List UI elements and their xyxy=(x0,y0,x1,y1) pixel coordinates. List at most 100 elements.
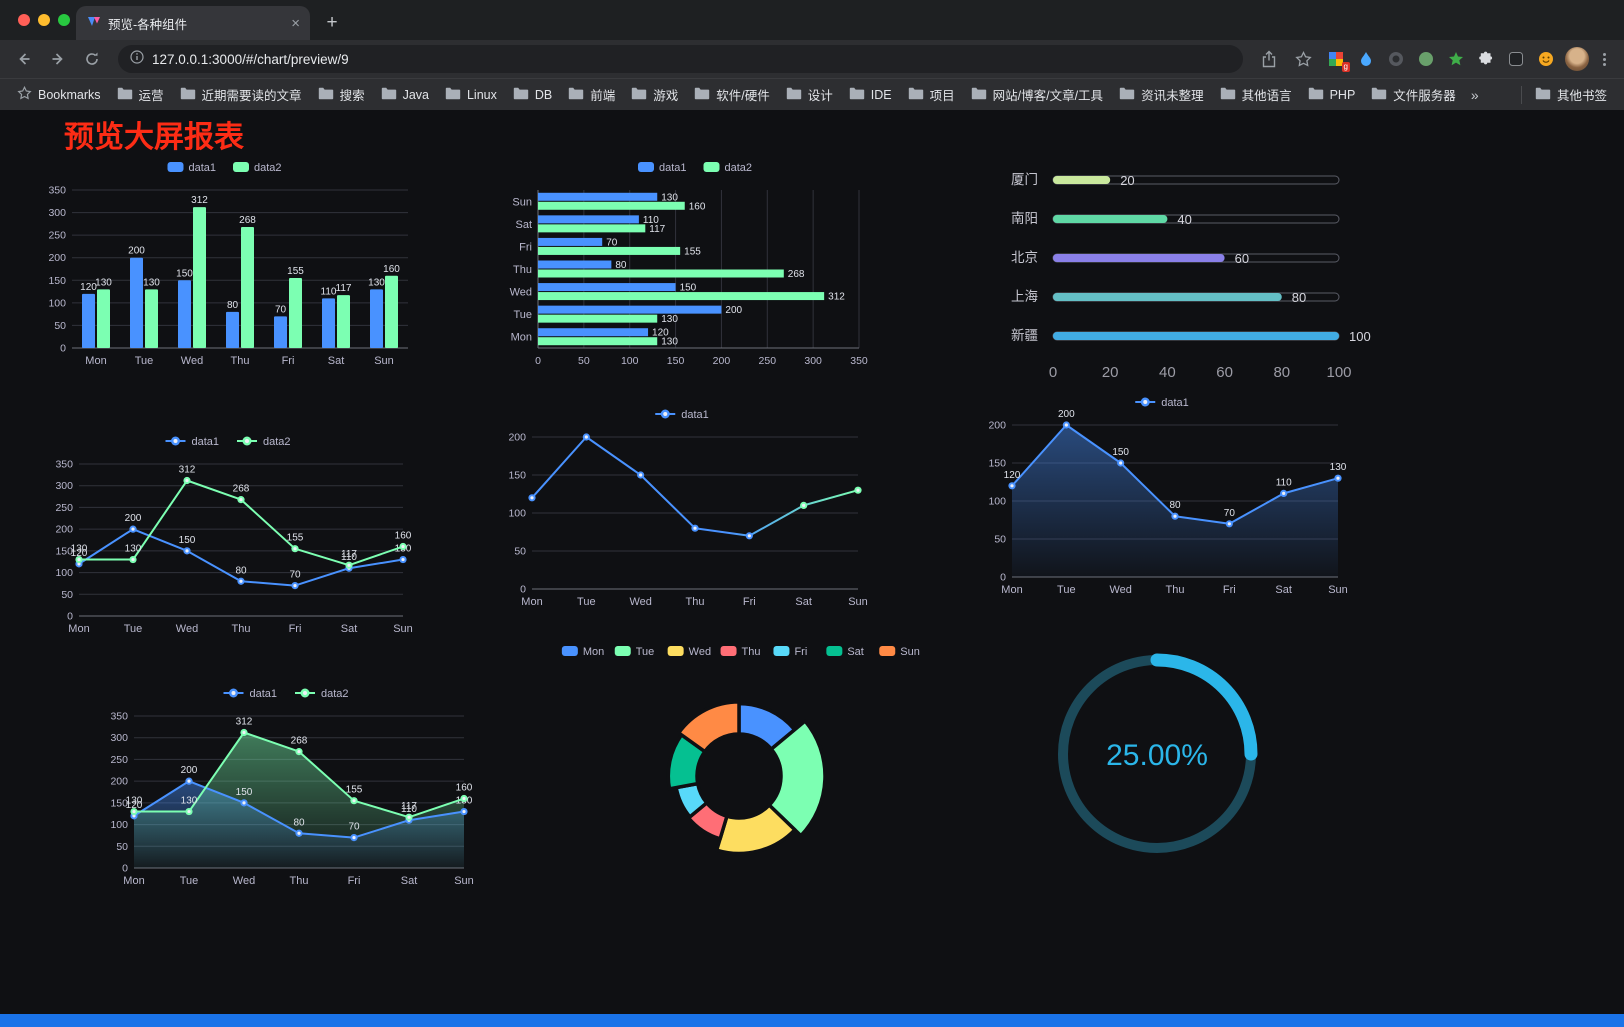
profile-avatar[interactable] xyxy=(1565,47,1589,71)
svg-text:Wed: Wed xyxy=(233,875,255,887)
bookmark-folder-item[interactable]: DB xyxy=(506,83,559,107)
dark-square-extension-icon[interactable] xyxy=(1507,50,1525,68)
svg-text:Thu: Thu xyxy=(1166,584,1185,596)
svg-text:268: 268 xyxy=(239,215,256,226)
emoji-face-extension-icon[interactable] xyxy=(1537,50,1555,68)
back-icon[interactable] xyxy=(10,45,38,73)
svg-text:110: 110 xyxy=(401,804,417,815)
folder-icon xyxy=(1308,87,1324,103)
svg-text:110: 110 xyxy=(1276,477,1292,488)
share-icon[interactable] xyxy=(1255,45,1283,73)
forward-icon[interactable] xyxy=(44,45,72,73)
green-star-extension-icon[interactable] xyxy=(1447,50,1465,68)
extensions-puzzle-icon[interactable] xyxy=(1477,50,1495,68)
bookmarks-manager-item[interactable]: Bookmarks xyxy=(10,82,108,108)
other-bookmarks-item[interactable]: 其他书签 xyxy=(1528,81,1614,108)
bookmark-label: 其他书签 xyxy=(1556,89,1607,103)
bookmark-folder-item[interactable]: 运营 xyxy=(110,81,171,108)
svg-text:268: 268 xyxy=(291,736,308,747)
svg-text:上海: 上海 xyxy=(1011,289,1038,304)
svg-text:data1: data1 xyxy=(192,436,220,448)
green-circle-extension-icon[interactable] xyxy=(1417,50,1435,68)
svg-text:40: 40 xyxy=(1177,212,1191,227)
svg-text:130: 130 xyxy=(125,544,142,555)
svg-text:150: 150 xyxy=(110,797,128,809)
bookmark-star-icon[interactable] xyxy=(1289,45,1317,73)
svg-text:0: 0 xyxy=(60,343,66,355)
svg-text:130: 130 xyxy=(95,277,112,288)
bookmark-folder-item[interactable]: 资讯未整理 xyxy=(1112,81,1211,108)
svg-text:300: 300 xyxy=(48,207,66,219)
svg-text:160: 160 xyxy=(456,783,473,794)
svg-text:Fri: Fri xyxy=(289,623,302,635)
bookmark-folder-item[interactable]: 项目 xyxy=(901,81,962,108)
tab-close-icon[interactable]: × xyxy=(291,14,300,32)
svg-text:200: 200 xyxy=(1058,409,1075,420)
close-window-button[interactable] xyxy=(18,14,30,26)
bookmark-folder-item[interactable]: 前端 xyxy=(561,81,622,108)
svg-text:0: 0 xyxy=(122,863,128,875)
svg-text:117: 117 xyxy=(341,549,357,560)
svg-text:117: 117 xyxy=(401,801,417,812)
svg-text:150: 150 xyxy=(508,470,526,482)
svg-text:北京: 北京 xyxy=(1011,250,1038,265)
url-bar[interactable]: 127.0.0.1:3000/#/chart/preview/9 xyxy=(118,45,1243,73)
site-info-icon[interactable] xyxy=(130,49,144,69)
browser-tab[interactable]: 预览-各种组件 × xyxy=(76,6,310,40)
svg-text:50: 50 xyxy=(514,546,526,558)
svg-text:80: 80 xyxy=(615,260,627,271)
svg-text:200: 200 xyxy=(48,252,66,264)
zoom-window-button[interactable] xyxy=(58,14,70,26)
colorful-blocks-extension-icon[interactable]: g xyxy=(1327,50,1350,72)
bookmark-folder-item[interactable]: PHP xyxy=(1301,83,1363,107)
bookmark-label: 运营 xyxy=(138,89,164,103)
bookmark-folder-item[interactable]: 文件服务器 xyxy=(1364,81,1463,108)
svg-text:250: 250 xyxy=(48,230,66,242)
bookmark-folder-item[interactable]: Java xyxy=(374,83,436,107)
bookmark-folder-item[interactable]: 其他语言 xyxy=(1213,81,1299,108)
svg-text:120: 120 xyxy=(80,282,97,293)
new-tab-button[interactable]: + xyxy=(326,12,338,33)
svg-text:150: 150 xyxy=(176,268,193,279)
bookmark-folder-item[interactable]: 游戏 xyxy=(624,81,685,108)
svg-text:70: 70 xyxy=(289,570,301,581)
bookmark-folder-item[interactable]: 软件/硬件 xyxy=(687,81,776,108)
bookmark-label: 资讯未整理 xyxy=(1141,89,1204,103)
svg-text:Tue: Tue xyxy=(513,309,532,321)
svg-text:0: 0 xyxy=(520,584,526,596)
svg-text:Sat: Sat xyxy=(401,875,418,887)
svg-text:Sun: Sun xyxy=(374,355,394,367)
dark-circle-extension-icon[interactable] xyxy=(1387,50,1405,68)
svg-text:110: 110 xyxy=(321,286,337,297)
svg-text:70: 70 xyxy=(275,304,287,315)
svg-text:Fri: Fri xyxy=(743,596,756,608)
bookmark-label: Linux xyxy=(466,87,497,102)
svg-text:312: 312 xyxy=(828,292,845,303)
svg-text:Sat: Sat xyxy=(341,623,358,635)
svg-text:300: 300 xyxy=(110,732,128,744)
browser-menu-icon[interactable] xyxy=(1603,57,1606,61)
bookmark-folder-item[interactable]: 近期需要读的文章 xyxy=(173,81,309,108)
bookmark-folder-item[interactable]: Linux xyxy=(438,83,504,107)
bookmark-folder-item[interactable]: 设计 xyxy=(779,81,840,108)
bookmarks-overflow-chevron[interactable]: » xyxy=(1470,86,1479,103)
svg-text:160: 160 xyxy=(395,531,412,542)
svg-text:300: 300 xyxy=(55,480,73,492)
reload-icon[interactable] xyxy=(78,45,106,73)
bookmark-folder-item[interactable]: 搜索 xyxy=(311,81,372,108)
svg-text:Tue: Tue xyxy=(135,355,154,367)
folder-icon xyxy=(1371,87,1387,103)
svg-text:100: 100 xyxy=(1349,329,1371,344)
svg-text:155: 155 xyxy=(346,785,363,796)
bookmark-folder-item[interactable]: 网站/博客/文章/工具 xyxy=(964,81,1110,108)
svg-text:Sun: Sun xyxy=(1328,584,1348,596)
svg-text:Sun: Sun xyxy=(848,596,868,608)
bookmark-folder-item[interactable]: IDE xyxy=(842,83,899,107)
svg-text:Sun: Sun xyxy=(393,623,413,635)
svg-text:data1: data1 xyxy=(189,162,217,174)
svg-text:110: 110 xyxy=(643,215,659,226)
minimize-window-button[interactable] xyxy=(38,14,50,26)
blue-drop-extension-icon[interactable] xyxy=(1357,50,1375,68)
svg-text:150: 150 xyxy=(1112,447,1129,458)
svg-text:data1: data1 xyxy=(250,688,278,700)
